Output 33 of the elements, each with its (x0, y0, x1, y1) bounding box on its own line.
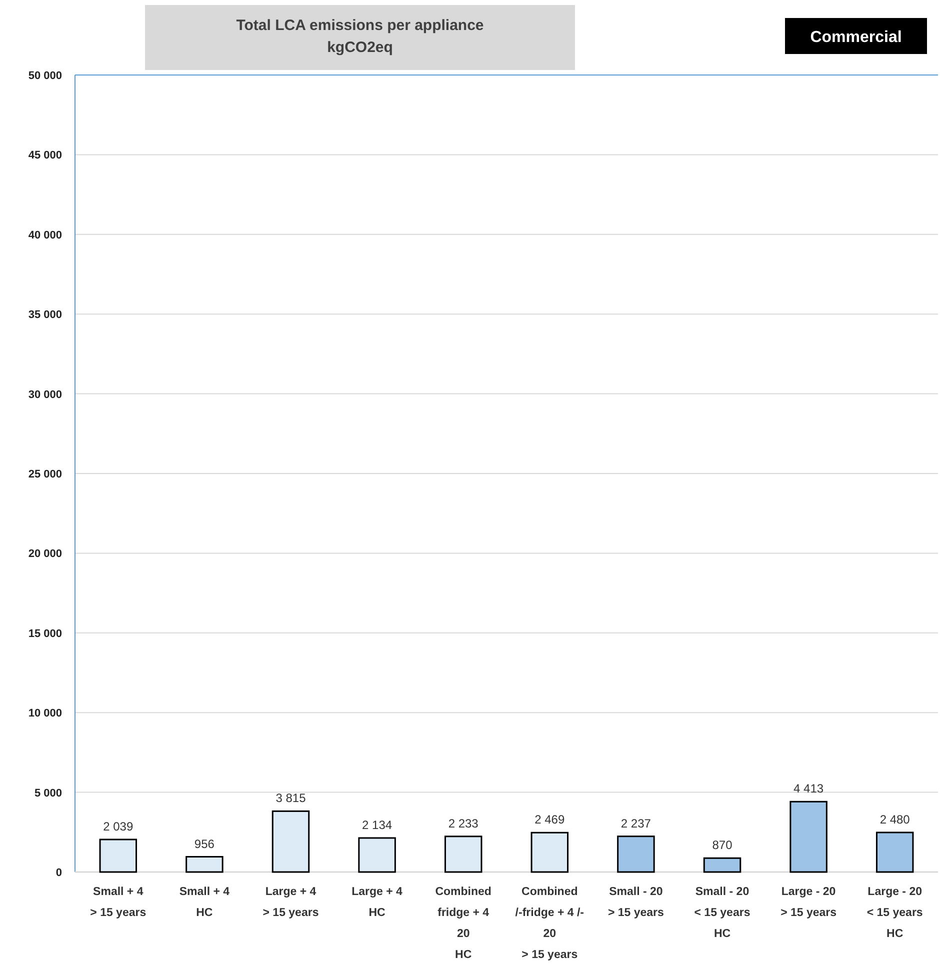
y-tick-label: 45 000 (28, 150, 62, 162)
chart-title: Total LCA emissions per appliance kgCO2eq (236, 17, 484, 56)
data-label: 2 233 (448, 816, 479, 830)
data-label: 2 469 (534, 812, 565, 827)
y-tick-label: 50 000 (28, 70, 62, 82)
x-tick-label: Small - 20 > 15 years (608, 886, 664, 919)
y-tick-label: 0 (56, 867, 62, 879)
x-tick-label: Combined fridge + 4 20 HC (435, 886, 492, 961)
y-tick-label: 5 000 (34, 787, 62, 800)
y-tick-label: 10 000 (28, 708, 62, 720)
x-tick-label: Combined /-fridge + 4 /- 20 > 15 years (515, 886, 584, 961)
x-tick-label: Large + 4 > 15 years (262, 886, 319, 919)
y-tick-label: 40 000 (28, 229, 62, 242)
data-label: 3 815 (276, 791, 306, 806)
y-tick-label: 20 000 (28, 548, 62, 560)
x-tick-label: Small + 4 HC (179, 886, 230, 919)
data-label: 2 237 (620, 816, 652, 830)
data-label: 870 (712, 838, 733, 852)
y-tick-label: 30 000 (28, 388, 62, 401)
data-label: 2 039 (103, 820, 134, 834)
data-label: 2 480 (880, 812, 910, 826)
x-tick-label: Small + 4 > 15 years (90, 886, 146, 919)
x-tick-label: Large - 20 < 15 years HC (866, 886, 923, 940)
data-label: 4 413 (794, 782, 824, 796)
y-tick-label: 15 000 (28, 628, 62, 640)
data-label: 2 134 (362, 818, 392, 832)
x-tick-label: Large - 20 > 15 years (780, 886, 837, 919)
chart-subtitle: Commercial (810, 29, 902, 46)
y-tick-label: 25 000 (28, 468, 62, 480)
data-label: 956 (194, 836, 215, 851)
x-tick-label: Large + 4 HC (352, 886, 404, 919)
y-tick-label: 35 000 (28, 309, 62, 322)
x-tick-label: Small - 20 < 15 years HC (694, 886, 750, 940)
